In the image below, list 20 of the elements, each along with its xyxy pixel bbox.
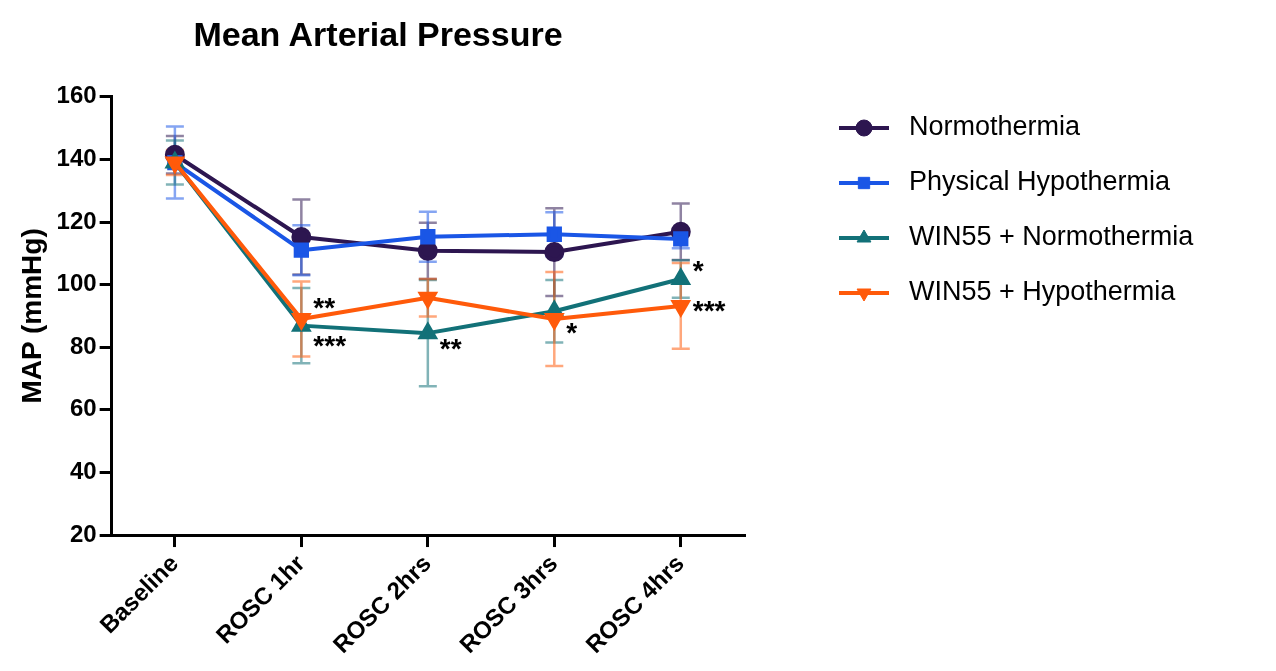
y-tick-label: 80 — [69, 331, 97, 359]
y-tick-label: 100 — [56, 269, 97, 297]
chart-title: Mean Arterial Pressure — [193, 14, 563, 53]
y-tick-label: 20 — [69, 519, 97, 547]
annotation: *** — [692, 295, 726, 327]
annotation: ** — [313, 292, 336, 324]
annotation: ** — [439, 332, 462, 364]
annotation: * — [566, 317, 578, 349]
y-tick-label: 120 — [56, 206, 97, 234]
y-tick-label: 160 — [56, 81, 97, 109]
annotation: *** — [313, 329, 347, 361]
legend-label: Physical Hypothermia — [909, 166, 1172, 197]
y-tick-label: 40 — [69, 457, 97, 485]
legend-label: WIN55 + Normothermia — [909, 221, 1195, 252]
legend-label: WIN55 + Hypothermia — [909, 276, 1177, 307]
y-axis-title: MAP (mmHg) — [15, 228, 47, 404]
annotation: * — [692, 254, 704, 286]
y-tick-label: 60 — [69, 394, 97, 422]
legend-label: Normothermia — [909, 111, 1082, 142]
y-tick-label: 140 — [56, 144, 97, 172]
